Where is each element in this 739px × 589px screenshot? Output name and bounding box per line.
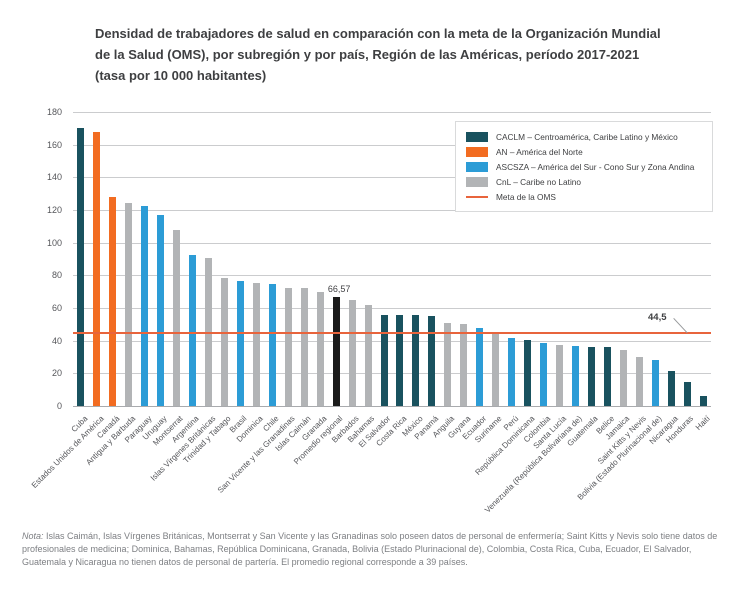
- bar: [699, 396, 707, 406]
- bar: [93, 131, 101, 406]
- x-axis-labels: Cuba Estados Unidos de América Canadá Antig…: [29, 410, 712, 540]
- bar: [157, 214, 165, 406]
- bar: [619, 350, 627, 406]
- gridline: [73, 340, 711, 342]
- y-tick-label: 40: [51, 335, 62, 346]
- bar: [651, 360, 659, 406]
- bar: [444, 322, 452, 406]
- legend-label: CnL – Caribe no Latino: [496, 176, 582, 187]
- bar: [555, 344, 563, 406]
- chart-title-line-2: de la Salud (OMS), por subregión y por p…: [95, 47, 640, 62]
- x-tick-label: Haití: [693, 414, 712, 432]
- chart-title-line-1: Densidad de trabajadores de salud en com…: [95, 26, 661, 41]
- y-tick-label: 60: [51, 303, 62, 313]
- chart-title: Densidad de trabajadores de salud en com…: [95, 23, 720, 86]
- target-value-label: 44,5: [648, 312, 667, 323]
- bar: [380, 314, 388, 406]
- bar: [189, 254, 197, 406]
- legend-color-swatch: [466, 131, 488, 142]
- y-tick-label: 140: [46, 172, 62, 183]
- gridline: [73, 373, 711, 375]
- bar: [587, 347, 595, 406]
- legend-label: Meta de la OMS: [496, 191, 556, 202]
- y-tick-label: 180: [46, 107, 62, 117]
- legend-item: AN – América del Norte: [466, 144, 702, 159]
- y-tick-label: 160: [46, 139, 62, 150]
- legend-color-swatch: [466, 161, 488, 172]
- average-value-label: 66,57: [327, 284, 351, 295]
- bar: [236, 281, 244, 406]
- bar: [77, 128, 85, 406]
- legend-item: ASCSZA – América del Sur - Cono Sur y Zo…: [466, 159, 702, 174]
- bar: [428, 316, 436, 406]
- gridline: [73, 210, 711, 211]
- bar: [540, 343, 548, 406]
- bar: [205, 258, 213, 406]
- plot-area: 66,57: [73, 112, 711, 407]
- footnote-label: Nota:: [22, 531, 44, 541]
- bar: [412, 315, 420, 406]
- footnote: Nota: Islas Caimán, Islas Vírgenes Britá…: [22, 530, 722, 569]
- bar: [141, 205, 149, 406]
- bar: [571, 346, 579, 406]
- legend-item: CnL – Caribe no Latino: [466, 174, 702, 189]
- bar: [109, 196, 117, 406]
- bar: [221, 277, 229, 406]
- footnote-text: Islas Caimán, Islas Vírgenes Británicas,…: [22, 531, 718, 567]
- bar: [508, 338, 516, 406]
- bar: [635, 357, 643, 406]
- gridline: [73, 144, 711, 146]
- y-tick-label: 120: [46, 205, 62, 215]
- bar: [300, 288, 308, 406]
- bar: [125, 202, 133, 406]
- legend-line-swatch: [466, 195, 488, 198]
- gridline: [73, 308, 711, 309]
- bar: [173, 229, 181, 406]
- bar: [396, 315, 404, 406]
- legend-item: CACLM – Centroamérica, Caribe Latino y M…: [466, 129, 702, 144]
- bar: [524, 339, 532, 406]
- bar: [667, 370, 675, 406]
- legend-color-swatch: [466, 176, 488, 187]
- bar: [683, 382, 691, 406]
- gridline: [73, 112, 711, 113]
- gridline: [73, 242, 711, 244]
- y-tick-label: 100: [46, 237, 62, 248]
- legend-label: CACLM – Centroamérica, Caribe Latino y M…: [496, 131, 678, 142]
- bar: [268, 283, 276, 406]
- legend-label: AN – América del Norte: [496, 146, 583, 157]
- legend-item: Meta de la OMS: [466, 189, 702, 204]
- bar: [284, 287, 292, 406]
- bar: [492, 331, 500, 406]
- bar: [316, 291, 324, 406]
- who-target-line: [73, 332, 711, 335]
- y-tick-label: 0: [56, 401, 62, 411]
- legend-color-swatch: [466, 146, 488, 157]
- chart-title-line-3: (tasa por 10 000 habitantes): [95, 68, 267, 83]
- bar: [603, 347, 611, 406]
- gridline: [73, 177, 711, 179]
- bar: [460, 324, 468, 406]
- legend-label: ASCSZA – América del Sur - Cono Sur y Zo…: [496, 161, 695, 172]
- y-tick-label: 20: [51, 368, 62, 379]
- bar: [364, 304, 372, 406]
- gridline: [73, 275, 711, 277]
- bar: [252, 282, 260, 406]
- y-tick-label: 80: [51, 270, 62, 281]
- legend: CACLM – Centroamérica, Caribe Latino y M…: [455, 121, 713, 212]
- bar: [476, 327, 484, 406]
- bar: [348, 299, 356, 406]
- bar: [332, 297, 340, 406]
